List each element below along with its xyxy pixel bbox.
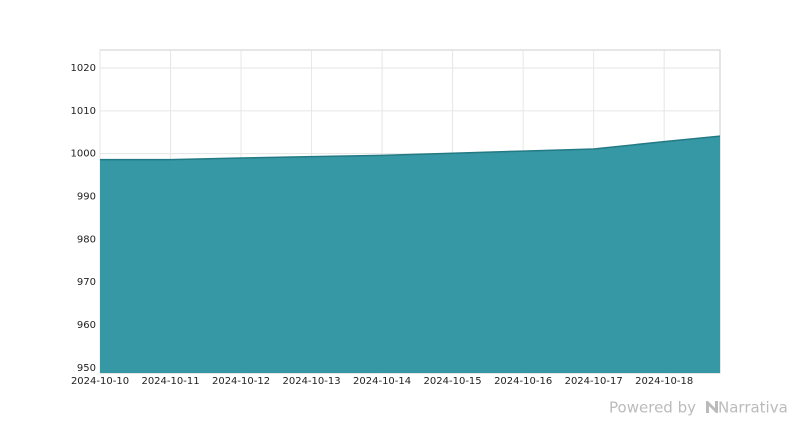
x-tick-label: 2024-10-16 — [494, 376, 552, 387]
x-tick-label: 2024-10-18 — [635, 376, 693, 387]
y-tick-label: 1010 — [71, 106, 96, 117]
x-tick-label: 2024-10-14 — [353, 376, 411, 387]
x-tick-label: 2024-10-12 — [212, 376, 270, 387]
powered-text: Powered by — [609, 399, 696, 417]
x-tick-label: 2024-10-10 — [71, 376, 129, 387]
y-tick-label: 1000 — [71, 149, 96, 160]
brand-text: Narrativa — [718, 399, 788, 417]
y-tick-label: 950 — [77, 363, 96, 374]
x-tick-label: 2024-10-13 — [283, 376, 341, 387]
area-line — [100, 135, 721, 161]
area — [100, 136, 720, 373]
x-tick-label: 2024-10-17 — [565, 376, 623, 387]
y-tick-label: 970 — [77, 277, 96, 288]
x-tick-label: 2024-10-11 — [141, 376, 199, 387]
y-tick-label: 1020 — [71, 63, 96, 74]
footer: Powered by Narrativa — [609, 399, 788, 417]
x-tick-label: 2024-10-15 — [424, 376, 482, 387]
y-tick-label: 960 — [77, 320, 96, 331]
y-tick-label: 990 — [77, 192, 96, 203]
brand-icon — [706, 401, 718, 413]
y-tick-label: 980 — [77, 234, 96, 245]
